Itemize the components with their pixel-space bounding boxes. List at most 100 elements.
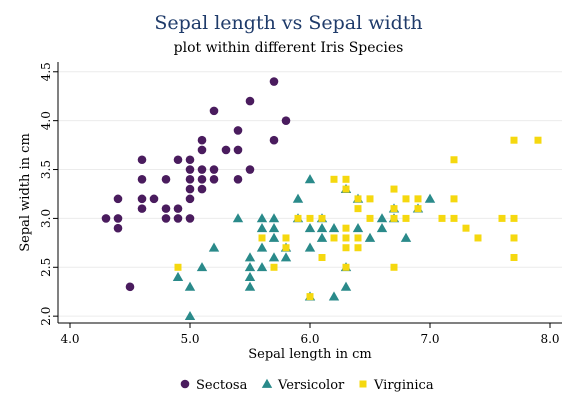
data-point-versicolor [376,213,388,223]
data-point-sectosa [269,135,279,145]
data-point-sectosa [137,204,147,213]
data-point-virginica [174,263,182,271]
data-point-virginica [354,195,362,203]
data-point-sectosa [209,106,219,116]
data-point-virginica [330,175,338,183]
data-point-versicolor [268,213,280,223]
data-point-sectosa [137,194,147,204]
data-point-versicolor [292,193,304,203]
data-point-virginica [438,214,446,222]
data-point-sectosa [281,116,291,125]
data-point-sectosa [137,155,147,165]
data-point-sectosa [161,175,171,184]
data-point-virginica [306,293,314,301]
data-point-virginica [510,254,518,262]
data-point-sectosa [185,155,195,165]
data-point-virginica [510,234,518,242]
data-point-versicolor [424,193,436,203]
data-point-sectosa [161,214,171,223]
x-tick-label: 5.0 [180,332,199,346]
data-point-versicolor [184,310,196,321]
data-point-versicolor [208,242,220,252]
data-point-sectosa [269,77,279,86]
data-point-virginica [366,214,374,222]
data-point-versicolor [268,222,280,233]
x-tick-label: 7.0 [420,332,439,346]
data-point-versicolor [400,232,412,242]
data-point-versicolor [232,213,244,223]
x-axis-title: Sepal length in cm [248,347,372,362]
data-point-sectosa [173,204,183,213]
chart-subtitle: plot within different Iris Species [173,40,404,56]
data-point-virginica [510,214,518,222]
x-tick-label: 6.0 [300,332,319,346]
data-point-virginica [342,185,350,193]
data-point-virginica [354,244,362,252]
data-point-versicolor [328,222,340,233]
data-point-sectosa [185,184,195,194]
data-point-versicolor [256,262,268,272]
data-point-sectosa [185,214,195,223]
data-point-versicolor [244,271,256,281]
y-tick-label: 4.5 [39,62,53,81]
data-point-virginica [462,224,470,232]
data-point-virginica [318,254,326,262]
data-point-sectosa [113,214,123,223]
data-point-sectosa [101,214,111,223]
x-tick-label: 4.0 [60,332,79,346]
y-tick-label: 4.0 [39,111,53,130]
data-point-virginica [390,214,398,222]
data-point-virginica [342,224,350,232]
data-point-sectosa [197,184,207,194]
data-point-virginica [402,195,410,203]
chart-title: Sepal length vs Sepal width [154,12,423,34]
legend-label-virginica: Virginica [373,378,434,393]
data-point-sectosa [209,175,219,184]
y-tick-label: 3.0 [39,209,53,228]
data-point-versicolor [304,242,316,252]
data-point-virginica [354,234,362,242]
data-point-virginica [342,244,350,252]
data-point-sectosa [197,135,207,145]
data-point-versicolor [352,222,364,233]
data-point-virginica [270,263,278,271]
data-point-virginica [390,185,398,193]
data-point-virginica [330,234,338,242]
data-point-versicolor [196,262,208,272]
data-point-versicolor [172,271,184,281]
data-point-sectosa [113,194,123,204]
data-point-versicolor [268,232,280,242]
legend-marker-virginica [359,380,367,388]
data-point-virginica [282,244,290,252]
data-point-virginica [402,214,410,222]
data-point-virginica [258,234,266,242]
data-point-sectosa [185,165,195,174]
data-point-virginica [342,175,350,183]
data-point-virginica [282,234,290,242]
data-point-virginica [414,205,422,213]
data-point-sectosa [173,155,183,165]
data-point-sectosa [149,194,159,204]
legend-marker-versicolor [261,378,273,388]
data-point-versicolor [256,222,268,233]
data-point-versicolor [244,252,256,262]
data-point-virginica [498,214,506,222]
data-point-versicolor [256,242,268,252]
data-point-versicolor [244,262,256,272]
data-point-virginica [366,195,374,203]
data-point-versicolor [316,232,328,242]
legend-label-versicolor: Versicolor [277,378,345,393]
data-point-sectosa [233,175,243,184]
data-point-versicolor [304,222,316,233]
data-point-versicolor [244,281,256,291]
data-point-virginica [450,214,458,222]
data-point-sectosa [125,282,135,292]
data-point-virginica [390,263,398,271]
data-point-sectosa [197,145,207,155]
x-tick-label: 8.0 [540,332,559,346]
data-point-versicolor [340,281,352,291]
data-point-virginica [306,214,314,222]
data-point-sectosa [245,96,255,106]
data-point-virginica [342,263,350,271]
